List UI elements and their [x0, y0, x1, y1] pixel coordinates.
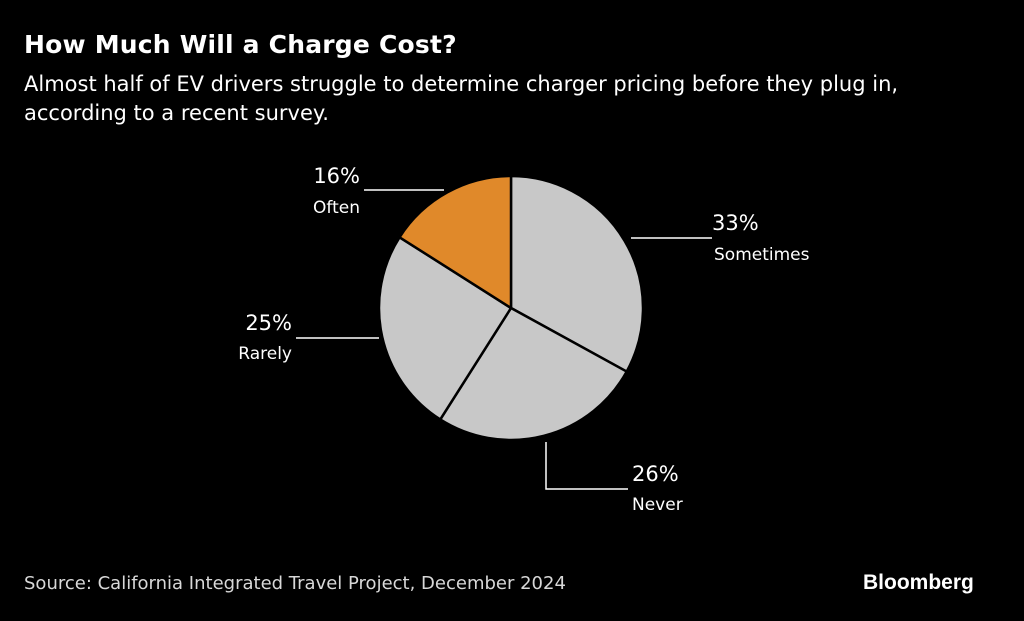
- slice-value-rarely: 25%: [245, 311, 292, 335]
- slice-label-sometimes: Sometimes: [714, 245, 810, 265]
- slice-value-often: 16%: [313, 164, 360, 188]
- pie-slice-rarely: [377, 236, 513, 421]
- pie-slice-often: [398, 174, 513, 310]
- slice-label-never: Never: [632, 495, 683, 515]
- chart-subtitle: Almost half of EV drivers struggle to de…: [24, 72, 899, 125]
- slice-label-often: Often: [313, 198, 360, 218]
- leader-lines: [296, 189, 712, 490]
- slice-labels: 33% Sometimes 26% Never 25% Rarely 16% Often: [238, 164, 809, 515]
- bloomberg-logo: Bloomberg: [863, 571, 974, 594]
- chart-title: How Much Will a Charge Cost?: [24, 30, 457, 59]
- slice-label-rarely: Rarely: [238, 344, 292, 364]
- slice-value-sometimes: 33%: [712, 211, 759, 235]
- leader-line-never: [545, 442, 628, 490]
- pie-slice-never: [439, 306, 628, 442]
- pie-slices: [377, 174, 645, 442]
- pie-slice-sometimes: [509, 174, 645, 373]
- slice-value-never: 26%: [632, 462, 679, 486]
- source-note: Source: California Integrated Travel Pro…: [24, 573, 566, 594]
